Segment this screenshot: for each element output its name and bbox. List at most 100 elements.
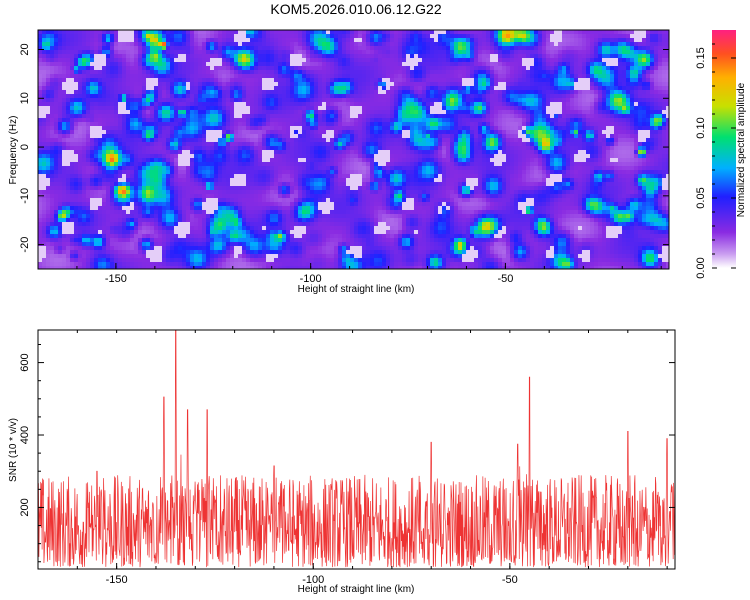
- heatmap-cell: [50, 106, 55, 111]
- heatmap-cell: [402, 134, 407, 139]
- heatmap-cell: [642, 74, 647, 79]
- heatmap-cell: [546, 50, 551, 55]
- heatmap-cell: [634, 70, 639, 75]
- heatmap-cell: [210, 146, 215, 151]
- heatmap-cell: [602, 110, 607, 115]
- heatmap-cell: [454, 70, 459, 75]
- heatmap-cell: [630, 98, 635, 103]
- heatmap-cell: [598, 74, 603, 79]
- heatmap-cell: [218, 122, 223, 127]
- heatmap-cell: [66, 86, 71, 91]
- heatmap-cell: [326, 134, 331, 139]
- heatmap-cell: [114, 30, 119, 35]
- heatmap-cell: [294, 62, 299, 67]
- heatmap-cell: [410, 62, 415, 67]
- heatmap-cell: [546, 130, 551, 135]
- heatmap-cell: [350, 130, 355, 135]
- heatmap-cell: [102, 38, 107, 43]
- heatmap-cell: [442, 62, 447, 67]
- heatmap-cell: [570, 114, 575, 119]
- heatmap-cell: [306, 138, 311, 143]
- heatmap-cell: [354, 82, 359, 87]
- heatmap-cell: [434, 118, 439, 123]
- heatmap-cell: [66, 126, 71, 131]
- heatmap-cell: [506, 138, 511, 143]
- heatmap-cell: [654, 74, 659, 79]
- heatmap-cell: [470, 38, 475, 43]
- heatmap-cell: [326, 94, 331, 99]
- heatmap-cell: [622, 106, 627, 111]
- heatmap-cell: [154, 74, 159, 79]
- heatmap-cell: [226, 98, 231, 103]
- heatmap-cell: [58, 130, 63, 135]
- heatmap-cell: [114, 106, 119, 111]
- heatmap-cell: [350, 30, 355, 35]
- heatmap-cell: [210, 30, 215, 35]
- heatmap-cell: [294, 126, 299, 131]
- heatmap-cell: [470, 102, 475, 107]
- heatmap-cell: [606, 94, 611, 99]
- heatmap-cell: [50, 134, 55, 139]
- heatmap-cell: [354, 54, 359, 59]
- heatmap-cell: [446, 114, 451, 119]
- heatmap-cell: [362, 66, 367, 71]
- heatmap-cell: [342, 62, 347, 67]
- heatmap-cell: [642, 82, 647, 87]
- heatmap-cell: [358, 50, 363, 55]
- heatmap-cell: [654, 86, 659, 91]
- heatmap-cell: [294, 150, 299, 155]
- heatmap-cell: [486, 150, 491, 155]
- heatmap-cell: [490, 94, 495, 99]
- heatmap-cell: [102, 118, 107, 123]
- heatmap-cell: [622, 114, 627, 119]
- heatmap-cell: [130, 54, 135, 59]
- heatmap-cell: [422, 154, 427, 159]
- heatmap-cell: [198, 118, 203, 123]
- heatmap-cell: [174, 150, 179, 155]
- heatmap-cell: [386, 90, 391, 95]
- heatmap-cell: [42, 110, 47, 115]
- heatmap-cell: [426, 50, 431, 55]
- heatmap-cell: [534, 82, 539, 87]
- heatmap-cell: [198, 46, 203, 51]
- heatmap-cell: [338, 30, 343, 35]
- heatmap-cell: [370, 54, 375, 59]
- heatmap-cell: [166, 110, 171, 115]
- heatmap-cell: [370, 42, 375, 47]
- heatmap-cell: [354, 142, 359, 147]
- heatmap-cell: [286, 138, 291, 143]
- heatmap-cell: [394, 66, 399, 71]
- heatmap-cell: [590, 46, 595, 51]
- heatmap-cell: [218, 110, 223, 115]
- heatmap-cell: [174, 102, 179, 107]
- heatmap-cell: [478, 38, 483, 43]
- heatmap-cell: [374, 106, 379, 111]
- heatmap-cell: [538, 94, 543, 99]
- heatmap-cell: [78, 62, 83, 67]
- heatmap-cell: [362, 58, 367, 63]
- heatmap-cell: [598, 150, 603, 155]
- heatmap-cell: [514, 118, 519, 123]
- heatmap-cell: [650, 74, 655, 79]
- heatmap-cell: [302, 130, 307, 135]
- heatmap-cell: [382, 114, 387, 119]
- heatmap-cell: [58, 78, 63, 83]
- heatmap-cell: [230, 78, 235, 83]
- heatmap-cell: [574, 130, 579, 135]
- heatmap-cell: [38, 114, 43, 119]
- heatmap-cell: [586, 46, 591, 51]
- heatmap-cell: [226, 70, 231, 75]
- heatmap-cell: [502, 114, 507, 119]
- heatmap-cell: [270, 58, 275, 63]
- heatmap-cell: [70, 122, 75, 127]
- heatmap-cell: [234, 58, 239, 63]
- heatmap-cell: [258, 34, 263, 39]
- heatmap-cell: [266, 98, 271, 103]
- heatmap-cell: [546, 74, 551, 79]
- heatmap-cell: [418, 146, 423, 151]
- heatmap-cell: [238, 114, 243, 119]
- heatmap-cell: [362, 74, 367, 79]
- heatmap-cell: [94, 146, 99, 151]
- heatmap-cell: [606, 62, 611, 67]
